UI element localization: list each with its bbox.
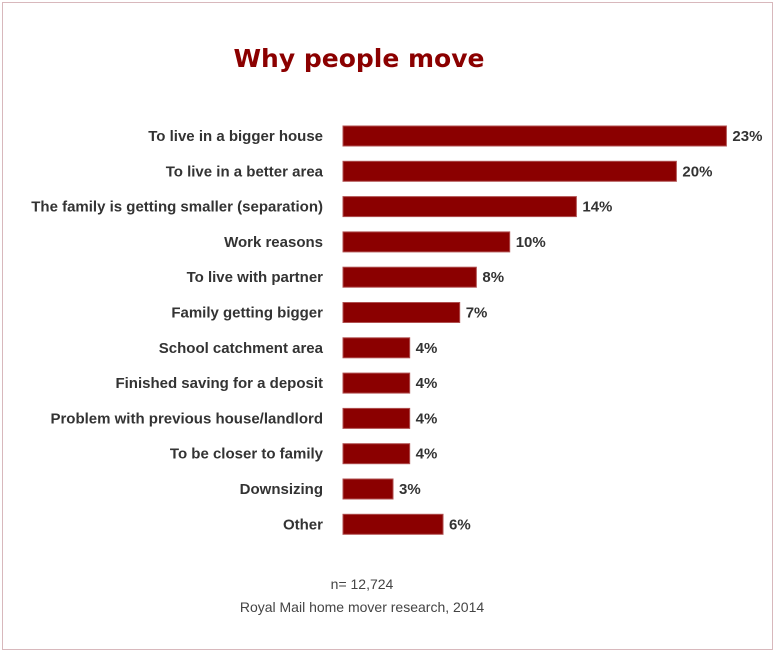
chart-frame — [2, 2, 773, 650]
bar — [342, 478, 394, 500]
bar — [342, 337, 411, 359]
bar — [342, 443, 411, 465]
bar — [342, 266, 477, 288]
data-label: 7% — [466, 305, 488, 322]
data-label: 23% — [732, 128, 762, 145]
category-label: The family is getting smaller (separatio… — [31, 199, 323, 216]
category-label: Problem with previous house/landlord — [50, 410, 323, 427]
category-label: To live in a bigger house — [148, 128, 323, 145]
data-label: 4% — [416, 340, 438, 357]
data-label: 8% — [482, 269, 504, 286]
data-label: 4% — [416, 410, 438, 427]
data-label: 14% — [582, 199, 612, 216]
category-label: Finished saving for a deposit — [115, 375, 323, 392]
bar — [342, 196, 577, 218]
bar — [342, 125, 727, 147]
chart-title: Why people move — [233, 44, 485, 73]
category-label: Work reasons — [224, 234, 323, 251]
bar — [342, 372, 411, 394]
bar — [342, 302, 461, 323]
category-label: To live in a better area — [166, 163, 324, 180]
category-label: Other — [283, 516, 323, 533]
category-label: Family getting bigger — [171, 305, 323, 322]
data-label: 4% — [416, 375, 438, 392]
bar — [342, 407, 411, 429]
bar — [342, 513, 444, 535]
data-label: 3% — [399, 481, 421, 498]
data-label: 6% — [449, 516, 471, 533]
bar — [342, 231, 511, 253]
category-label: School catchment area — [159, 340, 324, 357]
data-label: 10% — [516, 234, 546, 251]
category-label: To live with partner — [187, 269, 324, 286]
data-label: 4% — [416, 446, 438, 463]
sample-size: n= 12,724 — [330, 576, 394, 592]
source-note: Royal Mail home mover research, 2014 — [239, 599, 485, 615]
category-label: To be closer to family — [170, 446, 324, 463]
data-label: 20% — [682, 163, 712, 180]
category-label: Downsizing — [240, 481, 323, 498]
bar — [342, 160, 677, 182]
